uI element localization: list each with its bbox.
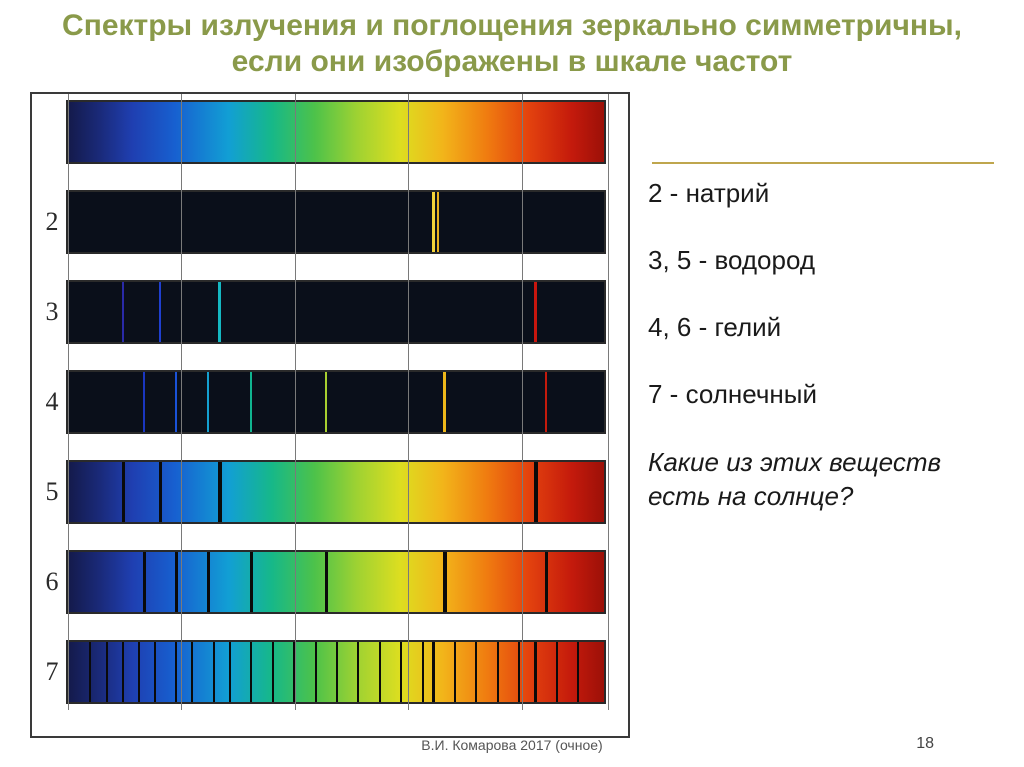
spectrum-row: 4 — [38, 370, 618, 434]
legend-item: 4, 6 - гелий — [648, 312, 994, 343]
legend-item: 3, 5 - водород — [648, 245, 994, 276]
absorption-line — [175, 552, 178, 612]
absorption-line — [122, 642, 124, 702]
absorption-line — [534, 642, 537, 702]
absorption-line — [229, 642, 231, 702]
band-wrap — [66, 100, 606, 164]
spectrum-band — [66, 370, 606, 434]
spectra-box: 2 3 4 5 6 7 — [30, 92, 630, 738]
absorption-line — [315, 642, 317, 702]
absorption-line — [272, 642, 274, 702]
row-label: 4 — [38, 387, 66, 417]
spectrum-band — [66, 640, 606, 704]
absorption-line — [475, 642, 477, 702]
absorption-line — [213, 642, 215, 702]
absorption-line — [518, 642, 520, 702]
spectrum-row: 2 — [38, 190, 618, 254]
spectrum-band — [66, 280, 606, 344]
spectrum-row: 6 — [38, 550, 618, 614]
emission-line — [432, 192, 435, 252]
band-wrap — [66, 370, 606, 434]
spectrum-row: 5 — [38, 460, 618, 524]
question: Какие из этих веществ есть на солнце? — [648, 446, 994, 514]
spectrum-row: 7 — [38, 640, 618, 704]
absorption-line — [250, 552, 253, 612]
page-number: 18 — [916, 735, 934, 753]
spectrum-row — [38, 100, 618, 164]
absorption-line — [325, 552, 328, 612]
emission-line — [159, 282, 161, 342]
absorption-line — [556, 642, 558, 702]
title: Спектры излучения и поглощения зеркально… — [30, 8, 994, 80]
absorption-line — [159, 462, 162, 522]
spectrum-band — [66, 460, 606, 524]
emission-line — [143, 372, 145, 432]
legend-items: 2 - натрий 3, 5 - водород 4, 6 - гелий 7 - … — [648, 178, 994, 410]
row-label: 5 — [38, 477, 66, 507]
absorption-line — [443, 552, 447, 612]
absorption-line — [336, 642, 338, 702]
content-row: 2 3 4 5 6 7 2 - натрий 3, 5 - водород 4, 6 - ге… — [30, 92, 994, 738]
absorption-line — [138, 642, 140, 702]
absorption-line — [357, 642, 359, 702]
absorption-line — [250, 642, 252, 702]
emission-line — [545, 372, 547, 432]
row-label: 7 — [38, 657, 66, 687]
absorption-line — [175, 642, 177, 702]
absorption-line — [432, 642, 435, 702]
band-wrap — [66, 460, 606, 524]
absorption-line — [379, 642, 381, 702]
spectrum-band — [66, 100, 606, 164]
emission-line — [534, 282, 537, 342]
absorption-line — [218, 462, 222, 522]
spectrum-band — [66, 550, 606, 614]
emission-line — [437, 192, 439, 252]
legend-divider — [652, 162, 994, 164]
slide: Спектры излучения и поглощения зеркально… — [0, 0, 1024, 767]
emission-line — [325, 372, 327, 432]
legend-item: 2 - натрий — [648, 178, 994, 209]
absorption-line — [143, 552, 146, 612]
absorption-line — [191, 642, 193, 702]
emission-line — [443, 372, 446, 432]
absorption-line — [545, 552, 548, 612]
band-wrap — [66, 640, 606, 704]
absorption-line — [122, 462, 125, 522]
band-wrap — [66, 190, 606, 254]
emission-line — [122, 282, 124, 342]
emission-line — [175, 372, 177, 432]
absorption-line — [154, 642, 156, 702]
footer: В.И. Комарова 2017 (очное) — [0, 737, 1024, 753]
spectrum-band — [66, 190, 606, 254]
row-label: 3 — [38, 297, 66, 327]
row-label: 2 — [38, 207, 66, 237]
band-wrap — [66, 280, 606, 344]
row-label: 6 — [38, 567, 66, 597]
absorption-line — [577, 642, 579, 702]
absorption-line — [454, 642, 456, 702]
spectrum-row: 3 — [38, 280, 618, 344]
emission-line — [250, 372, 252, 432]
spectra-inner: 2 3 4 5 6 7 — [38, 100, 618, 704]
absorption-line — [534, 462, 538, 522]
absorption-line — [106, 642, 108, 702]
absorption-line — [293, 642, 295, 702]
absorption-line — [497, 642, 499, 702]
absorption-line — [207, 552, 210, 612]
absorption-line — [400, 642, 402, 702]
absorption-line — [422, 642, 424, 702]
legend-item: 7 - солнечный — [648, 379, 994, 410]
emission-line — [218, 282, 221, 342]
emission-line — [207, 372, 209, 432]
absorption-line — [89, 642, 91, 702]
legend: 2 - натрий 3, 5 - водород 4, 6 - гелий 7 - … — [648, 92, 994, 514]
band-wrap — [66, 550, 606, 614]
